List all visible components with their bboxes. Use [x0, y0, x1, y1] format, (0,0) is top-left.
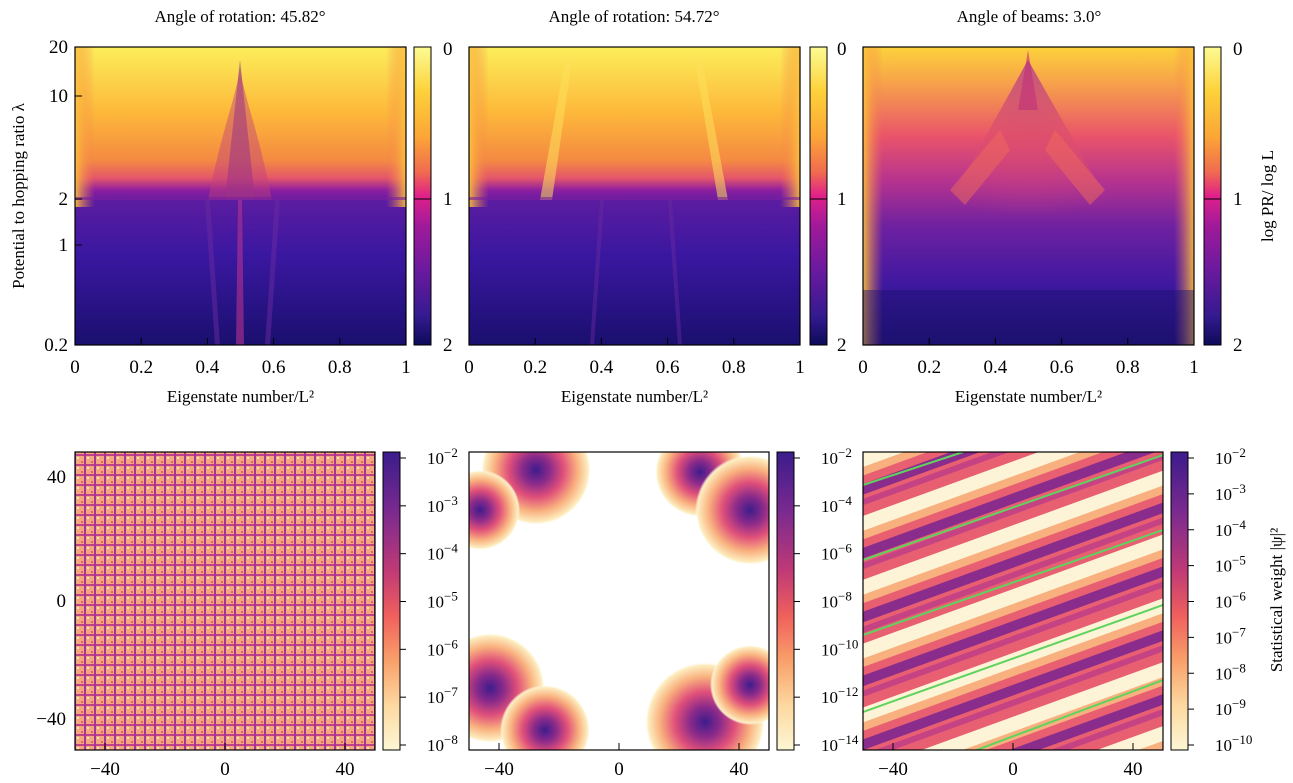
cbar-tick-label: 10−8 — [1215, 660, 1246, 683]
top-colorbars: 0 1 2 0 1 2 0 1 2 log PR/ log L — [413, 39, 1277, 356]
cbar-tick-label: 10−2 — [821, 445, 852, 468]
y-tick-label: 10 — [49, 86, 68, 107]
panel-bottom-2 — [468, 451, 770, 751]
colorbar: 10−2 10−3 10−4 10−5 10−6 10−7 10−8 10−9 10−10 St… — [1170, 445, 1286, 755]
cbar-tick-label: 10−5 — [427, 589, 458, 612]
top-x-ticks: 0 0.2 0.4 0.6 0.8 1 Eigenstate number/L² 0 0.2 0.… — [70, 338, 1199, 406]
colorbar: 0 1 2 — [413, 39, 453, 356]
panel-bottom-3 — [862, 451, 1164, 751]
y-tick-label: −40 — [36, 709, 66, 730]
x-tick-label: 0.8 — [1116, 357, 1140, 378]
cbar-tick-label: 2 — [837, 335, 847, 356]
cbar-tick-label: 2 — [443, 335, 453, 356]
y-tick-label: 0.2 — [44, 335, 68, 356]
x-tick-label: 40 — [1124, 759, 1143, 778]
y-tick-label: 2 — [59, 189, 69, 210]
heatmap-area — [75, 452, 375, 750]
cbar-tick-label: 10−3 — [427, 493, 458, 516]
x-tick-label: 1 — [401, 357, 411, 378]
y-ticks: 20 10 2 1 0.2 — [44, 37, 82, 356]
panel-bottom-1: 40 0 −40 — [36, 451, 376, 751]
cbar-tick-label: 10−9 — [1215, 696, 1246, 719]
colorbar: 10−2 10−4 10−6 10−8 10−10 10−12 10−14 — [776, 445, 859, 755]
cbar-tick-label: 10−2 — [1215, 445, 1246, 468]
x-tick-label: 0 — [464, 357, 474, 378]
panel-top-1: Angle of rotation: 45.82° 20 10 2 1 0.2 … — [9, 7, 407, 356]
cbar-tick-label: 10−8 — [427, 732, 458, 755]
x-tick-label: 0.2 — [129, 357, 153, 378]
heatmap-area — [863, 452, 1163, 750]
cbar-tick-label: 10−3 — [1215, 481, 1246, 504]
panel-top-3: Angle of beams: 3.0° — [862, 7, 1195, 346]
x-tick-label: 0 — [1008, 759, 1018, 778]
cbar-tick-label: 0 — [837, 39, 847, 60]
x-tick-label: 0.6 — [656, 357, 680, 378]
y-axis-label: Potential to hopping ratio λ — [9, 102, 28, 289]
x-axis-label: Eigenstate number/L² — [561, 387, 708, 406]
cbar-tick-label: 10−5 — [1215, 553, 1246, 576]
x-axis-label: Eigenstate number/L² — [167, 387, 314, 406]
cbar-tick-label: 2 — [1233, 335, 1243, 356]
plot-frame — [74, 46, 407, 346]
panel-title: Angle of beams: 3.0° — [957, 7, 1102, 26]
x-tick-label: 0 — [70, 357, 80, 378]
x-tick-label: −40 — [484, 759, 514, 778]
x-tick-label: −40 — [878, 759, 908, 778]
x-tick-label: 0.2 — [523, 357, 547, 378]
cbar-tick-label: 10−4 — [427, 541, 458, 564]
x-tick-label: 40 — [336, 759, 355, 778]
cbar-tick-label: 10−10 — [821, 636, 858, 659]
y-tick-label: 20 — [49, 37, 68, 58]
cbar-tick-label: 1 — [443, 189, 453, 210]
x-tick-label: 0 — [220, 759, 230, 778]
panel-top-2: Angle of rotation: 54.72° — [468, 7, 801, 346]
x-tick-label: −40 — [90, 759, 120, 778]
y-tick-label: 0 — [57, 591, 67, 612]
panel-title: Angle of rotation: 45.82° — [154, 7, 325, 26]
plot-frame — [468, 46, 801, 346]
cbar-tick-label: 10−6 — [427, 636, 458, 659]
x-tick-label: 1 — [1189, 357, 1199, 378]
cbar-tick-label: 0 — [1233, 39, 1243, 60]
cbar-tick-label: 1 — [1233, 189, 1243, 210]
x-tick-label: 0.6 — [262, 357, 286, 378]
x-axis-label: Eigenstate number/L² — [955, 387, 1102, 406]
cbar-tick-label: 10−6 — [821, 541, 852, 564]
cbar-tick-label: 10−14 — [821, 732, 859, 755]
x-tick-label: 0.8 — [328, 357, 352, 378]
cbar-tick-label: 10−12 — [821, 684, 858, 707]
colorbar-label: Statistical weight |ψ|² — [1267, 528, 1286, 672]
x-tick-label: 0.4 — [984, 357, 1008, 378]
x-tick-label: 0 — [858, 357, 868, 378]
cbar-tick-label: 10−8 — [821, 589, 852, 612]
colorbar: 10−2 10−3 10−4 10−5 10−6 10−7 10−8 — [382, 445, 458, 755]
x-tick-label: 0 — [614, 759, 624, 778]
bottom-x-ticks: −40 0 40 −40 0 40 −40 0 40 — [90, 743, 1143, 780]
colorbar: 0 1 2 — [809, 39, 847, 356]
plot-frame — [862, 46, 1195, 346]
cbar-tick-label: 10−6 — [1215, 589, 1246, 612]
cbar-tick-label: 10−10 — [1215, 732, 1252, 755]
x-tick-label: 0.8 — [722, 357, 746, 378]
cbar-tick-label: 10−2 — [427, 445, 458, 468]
x-tick-label: 40 — [730, 759, 749, 778]
colorbar: 0 1 2 log PR/ log L — [1203, 39, 1277, 356]
cbar-tick-label: 1 — [837, 189, 847, 210]
cbar-tick-label: 0 — [443, 39, 453, 60]
colorbar-label: log PR/ log L — [1258, 150, 1277, 242]
cbar-tick-label: 10−7 — [1215, 624, 1246, 647]
x-tick-label: 1 — [795, 357, 805, 378]
cbar-tick-label: 10−4 — [1215, 517, 1246, 540]
x-tick-label: 0.6 — [1050, 357, 1074, 378]
y-tick-label: 1 — [59, 235, 69, 256]
x-tick-label: 0.4 — [196, 357, 220, 378]
x-tick-label: 0.2 — [917, 357, 941, 378]
y-tick-label: 40 — [47, 467, 66, 488]
cbar-tick-label: 10−7 — [427, 684, 458, 707]
panel-title: Angle of rotation: 54.72° — [548, 7, 719, 26]
overlay-lines — [863, 452, 1163, 750]
cbar-tick-label: 10−4 — [821, 493, 852, 516]
x-tick-label: 0.4 — [590, 357, 614, 378]
